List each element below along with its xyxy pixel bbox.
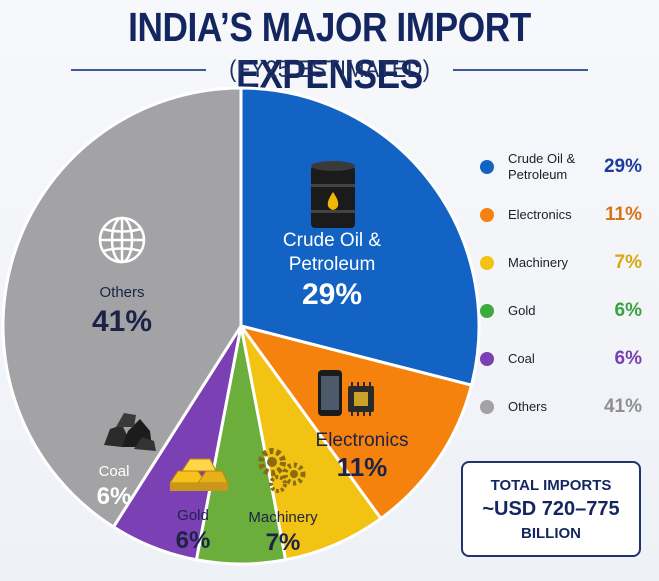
legend-item-gold: Gold 6% [480,287,650,335]
legend-dot-others [480,400,494,414]
pie-label-value: 11% [337,452,388,482]
legend-item-machinery: Machinery 7% [480,239,650,287]
legend-value: 6% [614,348,642,369]
legend-item-crude-oil: Crude Oil & Petroleum 29% [480,143,650,191]
legend-item-electronics: Electronics 11% [480,191,650,239]
chart-title: INDIA’S MAJOR IMPORT EXPENSES [128,4,531,97]
gold-bars-icon [169,458,229,491]
pie-slices [1,86,481,566]
pie-label-name: Gold [177,507,209,524]
legend-dot-electronics [480,208,494,222]
total-line-1: TOTAL IMPORTS [490,476,612,494]
legend-dot-coal [480,352,494,366]
legend-label: Crude Oil & Petroleum [508,151,576,182]
pie-slice-crude-oil-petroleum [239,86,481,388]
legend-value: 7% [614,252,642,273]
legend-dot-gold [480,304,494,318]
pie-label-name: Others [99,284,144,301]
pie-label-name: Petroleum [289,254,376,275]
pie-slice-electronics [237,323,474,521]
legend-value: 29% [603,156,642,177]
pie-label-value: 41% [92,305,152,338]
subtitle-row: (FY25 ESTIMATED) [0,55,659,85]
pie-label-name: Coal [99,463,130,480]
pie-label-value: 6% [97,483,132,510]
coal-lumps-icon [104,413,156,451]
total-line-3: BILLION [521,524,581,542]
pie-label-name: Electronics [316,430,409,451]
pie-icons [98,161,374,493]
subtitle-right-rule [453,69,589,71]
legend-value: 6% [614,300,642,321]
legend-label: Others [508,399,548,414]
legend-label: Machinery [508,255,568,270]
legend-item-others: Others 41% [480,383,650,431]
pie-label-value: 6% [176,527,211,554]
legend-value: 41% [603,396,642,417]
legend-label: Gold [508,303,536,318]
pie-slice-others [1,86,243,530]
subtitle-left-rule [70,69,206,71]
chart-subtitle: (FY25 ESTIMATED) [228,56,431,83]
pie-label-value: 7% [266,529,301,556]
legend-label: Electronics [508,207,572,222]
legend-value: 11% [605,204,642,225]
total-imports-box: TOTAL IMPORTS ~USD 720–775 BILLION [461,461,641,557]
pie-label-name: Crude Oil & [283,230,382,251]
legend: Crude Oil & Petroleum 29% Electronics 11… [480,143,650,431]
total-line-2: ~USD 720–775 [482,497,620,520]
globe-icon [98,216,146,264]
legend-dot-crude-oil [480,160,494,174]
oil-barrel-icon [311,161,355,228]
pie-label-value: 29% [302,278,362,311]
smartphone-chip-icon [318,370,374,416]
legend-item-coal: Coal 6% [480,335,650,383]
legend-dot-machinery [480,256,494,270]
legend-label: Coal [508,351,535,366]
gears-icon [258,448,306,493]
pie-label-name: Machinery [248,509,318,526]
